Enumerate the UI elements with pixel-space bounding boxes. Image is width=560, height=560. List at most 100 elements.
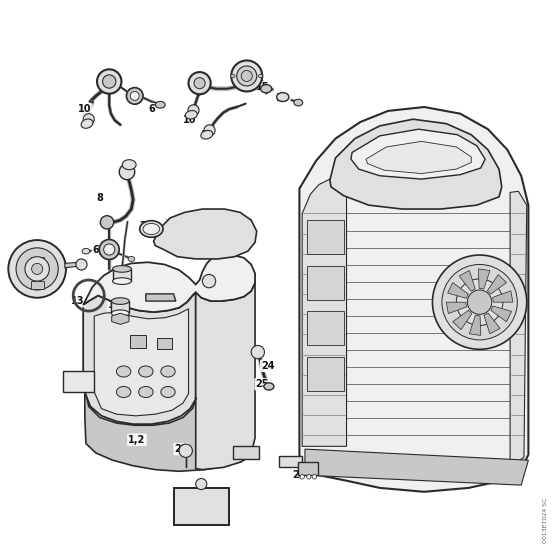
Circle shape	[25, 256, 49, 281]
Polygon shape	[484, 313, 500, 334]
Ellipse shape	[161, 366, 175, 377]
Polygon shape	[196, 283, 255, 470]
Circle shape	[76, 259, 87, 270]
Polygon shape	[478, 269, 490, 289]
Circle shape	[241, 71, 252, 82]
Circle shape	[307, 475, 311, 479]
Polygon shape	[157, 338, 172, 349]
Ellipse shape	[82, 249, 90, 254]
Text: 9: 9	[128, 87, 135, 97]
Circle shape	[100, 216, 114, 229]
Circle shape	[97, 69, 122, 94]
Polygon shape	[491, 306, 512, 322]
Text: 22: 22	[280, 457, 293, 467]
Ellipse shape	[185, 110, 197, 119]
Text: 19: 19	[144, 293, 158, 303]
Ellipse shape	[201, 130, 213, 139]
Ellipse shape	[161, 386, 175, 398]
Text: 12: 12	[25, 265, 38, 275]
Circle shape	[456, 279, 503, 325]
Ellipse shape	[81, 119, 93, 128]
Polygon shape	[94, 309, 189, 416]
Circle shape	[16, 248, 58, 290]
Polygon shape	[469, 315, 481, 335]
Text: 25: 25	[255, 379, 269, 389]
Polygon shape	[233, 446, 259, 459]
Text: 10: 10	[78, 104, 92, 114]
Polygon shape	[447, 283, 468, 298]
Ellipse shape	[111, 298, 129, 305]
Circle shape	[99, 240, 119, 259]
Circle shape	[189, 72, 211, 94]
Polygon shape	[446, 302, 466, 314]
Text: 13: 13	[71, 296, 85, 306]
Text: 14: 14	[276, 93, 290, 103]
Ellipse shape	[122, 160, 136, 170]
Text: 1,2: 1,2	[128, 435, 146, 445]
Ellipse shape	[140, 221, 163, 237]
Polygon shape	[307, 311, 344, 346]
Circle shape	[468, 290, 492, 314]
Ellipse shape	[260, 85, 272, 93]
Polygon shape	[510, 192, 527, 466]
Circle shape	[188, 105, 199, 116]
Polygon shape	[63, 371, 94, 392]
Circle shape	[102, 75, 116, 88]
Polygon shape	[487, 274, 506, 294]
Text: 27: 27	[69, 376, 83, 386]
Circle shape	[237, 66, 256, 86]
Text: 17: 17	[201, 130, 214, 140]
Circle shape	[127, 87, 143, 104]
Polygon shape	[307, 265, 344, 300]
Circle shape	[202, 274, 216, 288]
Polygon shape	[30, 281, 44, 290]
Circle shape	[8, 240, 66, 298]
Ellipse shape	[294, 99, 303, 106]
Text: 6: 6	[148, 104, 155, 114]
Ellipse shape	[258, 74, 263, 78]
Polygon shape	[153, 209, 256, 259]
Polygon shape	[30, 256, 44, 265]
Circle shape	[300, 475, 305, 479]
Circle shape	[204, 125, 215, 136]
Ellipse shape	[139, 366, 153, 377]
Circle shape	[442, 264, 517, 340]
Polygon shape	[65, 262, 80, 268]
Text: 10: 10	[184, 115, 197, 125]
Circle shape	[312, 475, 316, 479]
Text: 20: 20	[139, 221, 152, 231]
Polygon shape	[366, 141, 472, 174]
Ellipse shape	[277, 92, 289, 101]
Polygon shape	[302, 179, 347, 446]
Ellipse shape	[116, 366, 131, 377]
Circle shape	[194, 78, 205, 88]
Polygon shape	[298, 462, 318, 475]
Polygon shape	[300, 107, 529, 492]
Text: 18: 18	[108, 300, 122, 310]
Ellipse shape	[113, 278, 132, 284]
Polygon shape	[452, 310, 472, 330]
Circle shape	[231, 60, 262, 91]
Ellipse shape	[113, 265, 132, 272]
Text: 11: 11	[97, 74, 110, 85]
Circle shape	[179, 444, 193, 458]
Polygon shape	[307, 220, 344, 254]
Text: 21: 21	[200, 276, 213, 286]
Ellipse shape	[116, 386, 131, 398]
Polygon shape	[330, 119, 502, 209]
Polygon shape	[279, 456, 302, 468]
Polygon shape	[83, 255, 255, 312]
Ellipse shape	[264, 383, 274, 390]
Polygon shape	[459, 270, 475, 291]
Ellipse shape	[139, 386, 153, 398]
Polygon shape	[111, 301, 129, 313]
Circle shape	[432, 255, 527, 349]
Polygon shape	[493, 291, 513, 302]
Polygon shape	[113, 269, 132, 281]
Text: 8: 8	[96, 193, 103, 203]
Text: 15: 15	[255, 82, 269, 92]
Text: 24: 24	[261, 361, 274, 371]
Circle shape	[31, 263, 43, 274]
Circle shape	[104, 244, 115, 255]
Text: 21: 21	[175, 444, 188, 454]
